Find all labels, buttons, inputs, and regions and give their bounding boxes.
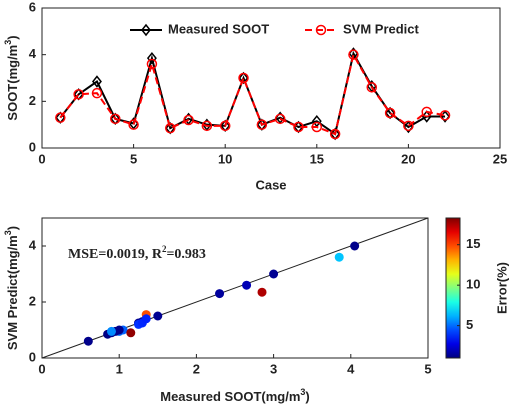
- colorbar-tick-label: 15: [466, 236, 480, 251]
- x-tick-label: 1: [116, 361, 123, 376]
- scatter-point: [106, 326, 116, 336]
- marker: [293, 121, 304, 133]
- y-axis-label-part: ): [5, 35, 20, 39]
- x-axis-label: Measured SOOT(mg/m3): [160, 387, 310, 404]
- marker: [348, 49, 359, 60]
- marker: [73, 89, 84, 100]
- x-tick-label: 10: [218, 151, 232, 166]
- marker: [164, 122, 176, 134]
- marker: [403, 120, 414, 132]
- x-tick-label: 2: [193, 361, 200, 376]
- marker: [311, 121, 323, 133]
- marker: [384, 107, 396, 119]
- y-tick-label: 0: [29, 349, 36, 364]
- annotation-part: MSE=0.0019, R: [68, 247, 163, 262]
- y-axis-label-part: ): [5, 226, 20, 230]
- marker: [55, 112, 66, 123]
- x-axis-label: Case: [255, 177, 286, 192]
- legend-marker: [315, 24, 327, 36]
- y-axis-label: SVM Predict(mg/m3): [3, 226, 20, 350]
- marker: [256, 119, 268, 130]
- legend-label: Measured SOOT: [168, 21, 269, 36]
- y-tick-label: 0: [29, 139, 36, 154]
- x-tick-label: 0: [38, 151, 45, 166]
- y-axis-label-part: 3: [3, 40, 13, 45]
- marker: [128, 119, 139, 130]
- y-axis-label-part: SVM Predict(mg/m: [5, 235, 20, 350]
- scatter-point: [334, 252, 344, 262]
- colorbar-tick-label: 5: [466, 317, 473, 332]
- scatter-point: [269, 269, 279, 279]
- x-tick-label: 5: [130, 151, 137, 166]
- x-tick-label: 3: [270, 361, 277, 376]
- y-axis-label: SOOT(mg/m3): [3, 35, 20, 120]
- x-tick-label: 5: [424, 361, 431, 376]
- scatter-point: [153, 311, 163, 321]
- marker: [91, 87, 103, 99]
- x-tick-label: 20: [401, 151, 415, 166]
- y-tick-label: 2: [29, 293, 36, 308]
- scatter-point: [242, 280, 252, 290]
- y-axis-label-part: 3: [3, 230, 13, 235]
- y-axis-label-part: SOOT(mg/m: [5, 45, 20, 121]
- marker: [146, 58, 158, 70]
- marker: [403, 120, 414, 134]
- scatter-point: [257, 287, 267, 297]
- y-tick-label: 2: [29, 93, 36, 108]
- legend-label: SVM Predict: [343, 21, 420, 36]
- x-axis-label-part: Measured SOOT(mg/m: [160, 389, 300, 404]
- marker: [183, 114, 194, 126]
- marker: [219, 120, 231, 132]
- marker: [439, 110, 451, 121]
- marker: [366, 82, 378, 93]
- scatter-point: [114, 325, 124, 335]
- x-axis-label-part: 3: [300, 387, 305, 397]
- marker: [146, 51, 157, 65]
- annotation: MSE=0.0019, R2=0.983: [68, 244, 206, 262]
- marker: [238, 72, 249, 84]
- colorbar-label: Error(%): [494, 262, 509, 314]
- annotation-part: =0.983: [166, 247, 205, 262]
- marker: [421, 106, 432, 118]
- colorbar-tick-label: 10: [466, 277, 480, 292]
- scatter-point: [350, 241, 360, 251]
- series-line: [59, 51, 446, 136]
- marker: [201, 120, 213, 132]
- scatter-point: [126, 328, 136, 338]
- x-tick-label: 25: [493, 151, 507, 166]
- colorbar: [445, 217, 461, 359]
- x-axis-label-part: ): [305, 389, 309, 404]
- x-tick-label: 0: [38, 361, 45, 376]
- scatter-point: [141, 314, 151, 324]
- marker: [274, 113, 286, 125]
- y-tick-label: 4: [29, 46, 37, 61]
- marker: [110, 113, 121, 125]
- marker: [91, 75, 102, 88]
- scatter-point: [83, 336, 93, 346]
- plot-area: [41, 7, 501, 149]
- x-tick-label: 4: [347, 361, 355, 376]
- legend-marker: [141, 23, 151, 37]
- annotation-part: 2: [162, 244, 167, 254]
- marker: [329, 128, 341, 140]
- scatter-point: [215, 289, 225, 299]
- y-tick-label: 4: [29, 237, 37, 252]
- x-tick-label: 15: [310, 151, 324, 166]
- y-tick-label: 6: [29, 0, 36, 14]
